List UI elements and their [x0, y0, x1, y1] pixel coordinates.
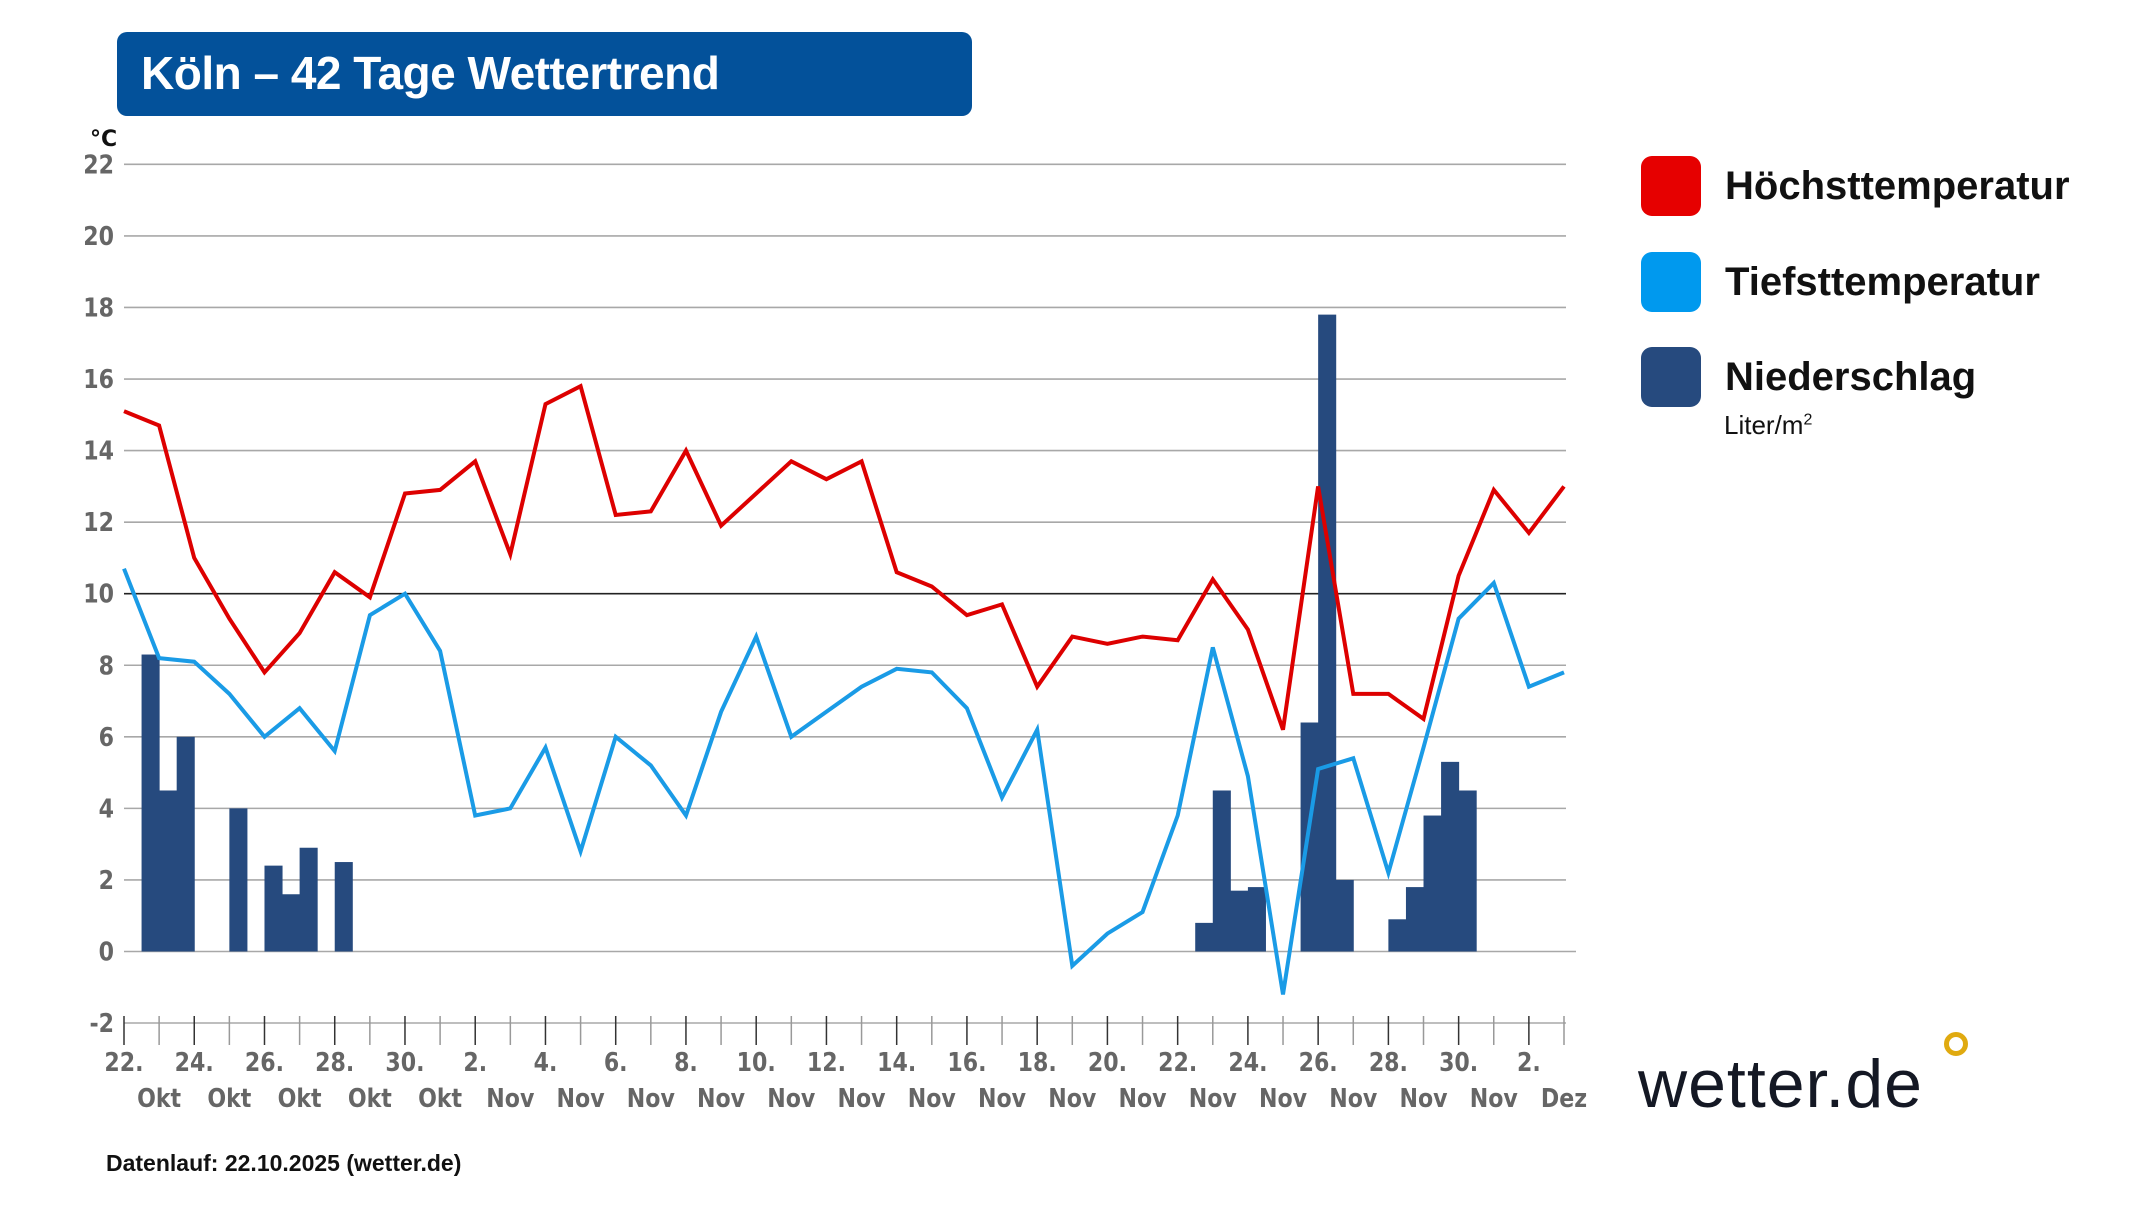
- precipitation-bar: [1405, 887, 1425, 952]
- x-month-label: Nov: [838, 1083, 886, 1113]
- legend-unit-base: Liter/m: [1724, 410, 1804, 440]
- y-tick-label: 22: [83, 150, 114, 180]
- low-temperature-line: [122, 567, 1565, 995]
- title-banner: Köln – 42 Tage Wettertrend: [117, 32, 972, 116]
- x-day-label: 2.: [1517, 1047, 1541, 1077]
- y-axis-unit: °C: [90, 127, 117, 152]
- temperature-lines: [122, 383, 1566, 995]
- x-day-label: 16.: [947, 1047, 986, 1077]
- x-day-label: 24.: [175, 1047, 214, 1077]
- precipitation-bar: [1247, 887, 1266, 952]
- x-month-label: Nov: [908, 1083, 956, 1113]
- precipitation-bar: [264, 865, 283, 952]
- x-day-label: 6.: [604, 1047, 628, 1077]
- wetter-de-logo: wetter.de: [1638, 1046, 1923, 1122]
- precipitation-bar: [1230, 890, 1249, 952]
- legend-item-high: Höchsttemperatur: [1641, 156, 2070, 216]
- x-month-label: Dez: [1541, 1083, 1587, 1113]
- axes: °C2220181614121086420-222.Okt24.Okt26.Ok…: [83, 127, 1587, 1113]
- x-day-label: 26.: [1299, 1047, 1338, 1077]
- x-month-label: Okt: [418, 1083, 462, 1113]
- precipitation-bar: [1441, 761, 1460, 952]
- page-title: Köln – 42 Tage Wettertrend: [141, 47, 720, 99]
- y-tick-label: 12: [83, 507, 114, 537]
- x-month-label: Okt: [207, 1083, 251, 1113]
- y-tick-label: -2: [89, 1008, 114, 1038]
- x-day-label: 12.: [807, 1047, 846, 1077]
- x-day-label: 26.: [245, 1047, 284, 1077]
- x-month-label: Nov: [1470, 1083, 1518, 1113]
- legend-item-low: Tiefsttemperatur: [1641, 252, 2040, 312]
- precipitation-bars: [141, 314, 1477, 952]
- x-day-label: 30.: [385, 1047, 424, 1077]
- x-month-label: Nov: [486, 1083, 534, 1113]
- y-tick-label: 16: [83, 364, 114, 394]
- x-month-label: Okt: [137, 1083, 181, 1113]
- x-day-label: 18.: [1018, 1047, 1057, 1077]
- x-month-label: Nov: [978, 1083, 1026, 1113]
- x-month-label: Okt: [348, 1083, 392, 1113]
- x-day-label: 20.: [1088, 1047, 1127, 1077]
- precipitation-bar: [1212, 790, 1231, 952]
- legend-swatch-low: [1641, 252, 1701, 312]
- x-month-label: Nov: [1259, 1083, 1307, 1113]
- precipitation-bar: [141, 654, 160, 952]
- x-day-label: 4.: [534, 1047, 558, 1077]
- precipitation-bar: [1335, 879, 1354, 952]
- legend-item-precip: Niederschlag: [1641, 347, 1976, 407]
- y-tick-label: 8: [99, 651, 114, 681]
- precipitation-bar: [1388, 919, 1407, 952]
- x-day-label: 28.: [315, 1047, 354, 1077]
- x-day-label: 22.: [1158, 1047, 1197, 1077]
- x-month-label: Nov: [1329, 1083, 1377, 1113]
- x-month-label: Nov: [767, 1083, 815, 1113]
- y-tick-label: 6: [99, 722, 114, 752]
- legend-label-precip: Niederschlag: [1725, 354, 1977, 399]
- legend-swatch-high: [1641, 156, 1701, 216]
- logo-sun-icon: [1944, 1032, 1968, 1056]
- x-month-label: Okt: [278, 1083, 322, 1113]
- x-day-label: 28.: [1369, 1047, 1408, 1077]
- x-month-label: Nov: [697, 1083, 745, 1113]
- y-tick-label: 10: [83, 579, 114, 609]
- data-run-note: Datenlauf: 22.10.2025 (wetter.de): [106, 1150, 462, 1176]
- precipitation-bar: [159, 790, 178, 952]
- precipitation-bar: [299, 847, 318, 952]
- x-day-label: 2.: [463, 1047, 487, 1077]
- y-tick-label: 2: [99, 865, 114, 895]
- y-tick-label: 4: [99, 794, 114, 824]
- precipitation-bar: [1195, 922, 1214, 952]
- precipitation-bar: [282, 894, 301, 952]
- precipitation-bar: [1300, 722, 1319, 952]
- x-day-label: 8.: [674, 1047, 698, 1077]
- precipitation-bar: [229, 808, 248, 952]
- x-month-label: Nov: [1048, 1083, 1096, 1113]
- x-day-label: 14.: [877, 1047, 916, 1077]
- y-tick-label: 14: [83, 436, 114, 466]
- high-temperature-line: [123, 383, 1566, 731]
- x-day-label: 30.: [1439, 1047, 1478, 1077]
- x-month-label: Nov: [1189, 1083, 1237, 1113]
- y-tick-label: 20: [83, 221, 114, 251]
- precipitation-bar: [1458, 790, 1477, 952]
- precipitation-bar: [1318, 314, 1337, 952]
- x-month-label: Nov: [627, 1083, 675, 1113]
- x-month-label: Nov: [1399, 1083, 1447, 1113]
- legend-label-high: Höchsttemperatur: [1725, 163, 2070, 208]
- x-month-label: Nov: [557, 1083, 605, 1113]
- precipitation-bar: [1423, 815, 1442, 952]
- legend-swatch-precip: [1641, 347, 1701, 407]
- precipitation-bar: [176, 736, 195, 952]
- y-tick-label: 0: [99, 937, 114, 967]
- x-day-label: 10.: [737, 1047, 776, 1077]
- legend-unit: Liter/m2: [1724, 410, 1812, 441]
- legend-label-low: Tiefsttemperatur: [1725, 259, 2040, 304]
- y-tick-label: 18: [83, 293, 114, 323]
- x-day-label: 22.: [104, 1047, 143, 1077]
- x-month-label: Nov: [1119, 1083, 1167, 1113]
- precipitation-bar: [334, 862, 353, 952]
- legend-unit-sup: 2: [1803, 411, 1813, 429]
- x-day-label: 24.: [1228, 1047, 1267, 1077]
